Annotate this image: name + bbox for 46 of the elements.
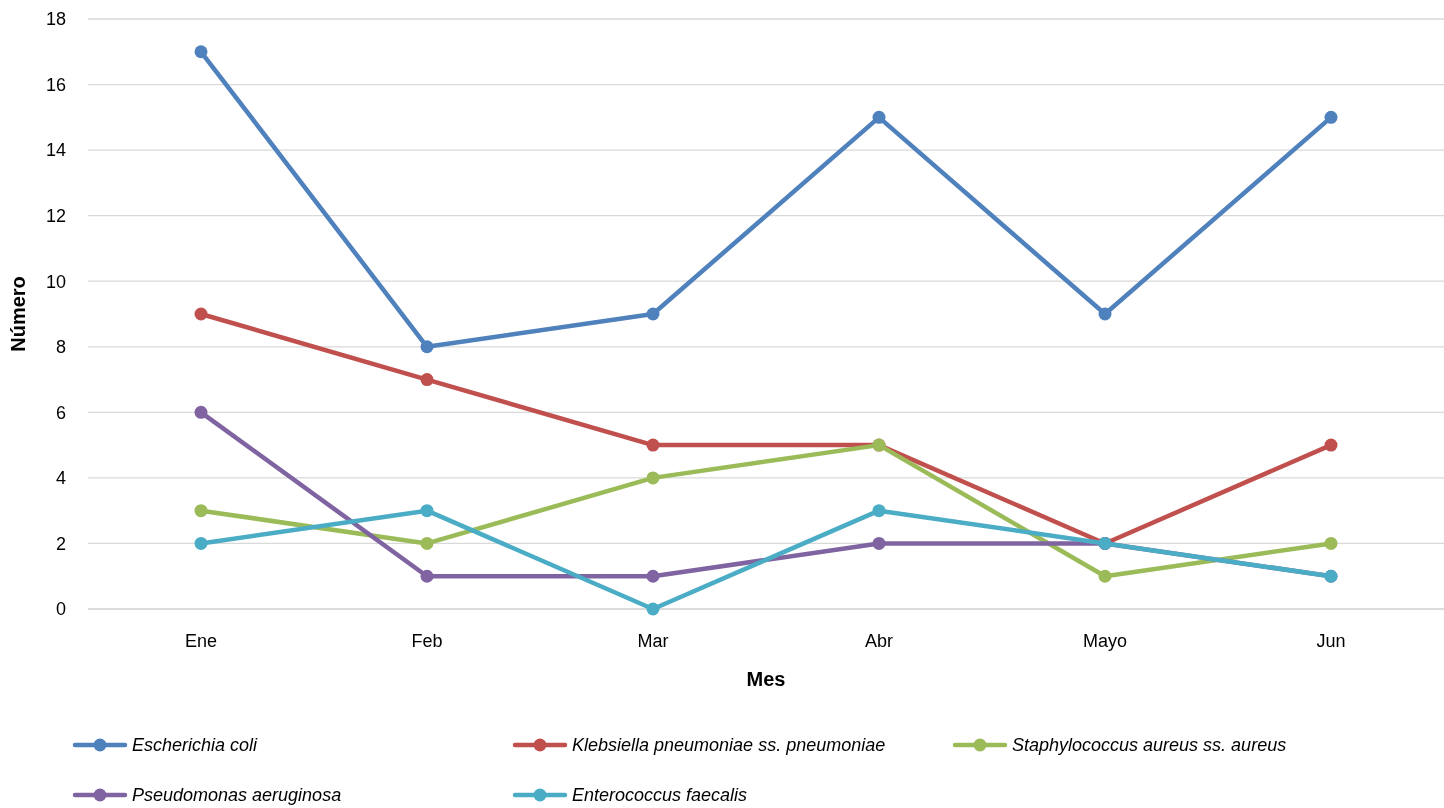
point bbox=[646, 438, 660, 452]
point bbox=[194, 405, 208, 419]
point bbox=[1324, 536, 1338, 550]
point bbox=[194, 504, 208, 518]
x-tick-label: Ene bbox=[184, 631, 218, 651]
legend-label: Escherichia coli bbox=[132, 735, 259, 756]
y-tick-label: 18 bbox=[45, 9, 66, 30]
point bbox=[646, 471, 660, 485]
x-tick-label: Mayo bbox=[1082, 631, 1128, 651]
x-tick-label: Mar bbox=[637, 631, 669, 651]
point bbox=[194, 45, 208, 59]
legend-label: Enterococcus faecalis bbox=[572, 785, 748, 806]
point bbox=[420, 340, 434, 354]
point bbox=[420, 373, 434, 387]
point bbox=[646, 307, 660, 321]
point bbox=[1324, 110, 1338, 124]
point bbox=[646, 602, 660, 616]
legend-label: Staphylococcus aureus ss. aureus bbox=[1012, 735, 1287, 756]
y-tick-label: 14 bbox=[45, 140, 66, 161]
point bbox=[1098, 569, 1112, 583]
legend-label: Klebsiella pneumoniae ss. pneumoniae bbox=[572, 735, 886, 756]
point bbox=[872, 536, 886, 550]
y-tick-label: 8 bbox=[55, 337, 66, 358]
x-tick-label: Jun bbox=[1316, 631, 1346, 651]
x-tick-label: Abr bbox=[864, 631, 894, 651]
point bbox=[194, 536, 208, 550]
y-tick-label: 16 bbox=[45, 74, 66, 95]
y-tick-label: 10 bbox=[45, 271, 66, 292]
point bbox=[194, 307, 208, 321]
point bbox=[420, 536, 434, 550]
y-axis-title: Número bbox=[7, 276, 29, 352]
point bbox=[420, 504, 434, 518]
x-axis-title: Mes bbox=[746, 668, 786, 690]
point bbox=[420, 569, 434, 583]
point bbox=[872, 504, 886, 518]
y-tick-label: 4 bbox=[55, 468, 66, 489]
y-tick-label: 12 bbox=[45, 205, 66, 226]
x-tick-label: Feb bbox=[411, 631, 443, 651]
point bbox=[872, 110, 886, 124]
point bbox=[646, 569, 660, 583]
y-tick-label: 0 bbox=[55, 599, 66, 620]
y-tick-label: 6 bbox=[55, 402, 66, 423]
point bbox=[1098, 307, 1112, 321]
point bbox=[1324, 438, 1338, 452]
legend-label: Pseudomonas aeruginosa bbox=[132, 785, 342, 806]
y-tick-label: 2 bbox=[55, 533, 66, 554]
